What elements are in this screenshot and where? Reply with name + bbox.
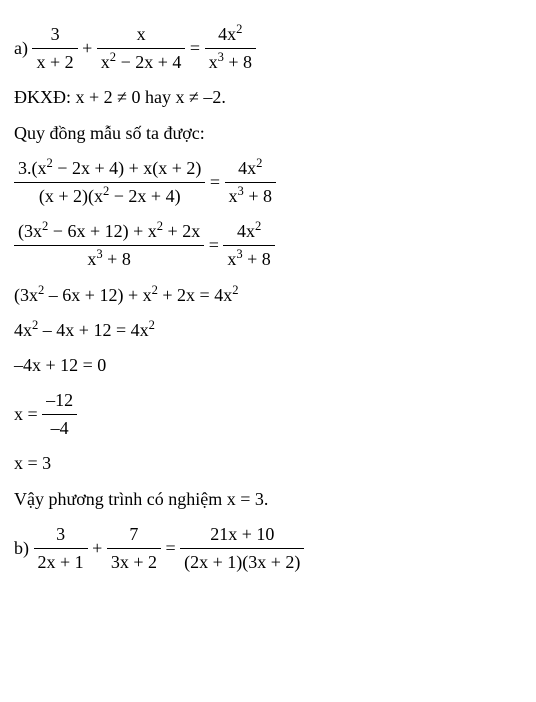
- frac-a-t1: 3 x + 2: [32, 22, 77, 75]
- step4-line: 4x2 – 4x + 12 = 4x2: [14, 318, 522, 343]
- num: 3: [32, 22, 77, 48]
- den: 2x + 1: [34, 548, 88, 575]
- step5-line: –4x + 12 = 0: [14, 353, 522, 378]
- eq-op: =: [209, 235, 224, 255]
- frac-b-t1: 3 2x + 1: [34, 522, 88, 575]
- part-b-equation: b) 3 2x + 1 + 7 3x + 2 = 21x + 10 (2x + …: [14, 522, 522, 575]
- eq-op: =: [210, 172, 225, 192]
- num: 3: [34, 522, 88, 548]
- frac-rhs: 4x2 x3 + 8: [225, 156, 276, 209]
- den: x2 − 2x + 4: [97, 48, 186, 75]
- condition-line: ĐKXĐ: x + 2 ≠ 0 hay x ≠ –2.: [14, 85, 522, 110]
- num: 7: [107, 522, 161, 548]
- label-a: a): [14, 38, 32, 58]
- step3-line: (3x2 – 6x + 12) + x2 + 2x = 4x2: [14, 283, 522, 308]
- den: (x + 2)(x2 − 2x + 4): [14, 182, 205, 209]
- num: 4x2: [223, 219, 274, 245]
- x-eq: x =: [14, 404, 42, 424]
- part-a-equation: a) 3 x + 2 + x x2 − 2x + 4 = 4x2 x3 + 8: [14, 22, 522, 75]
- den: x + 2: [32, 48, 77, 75]
- label-b: b): [14, 538, 34, 558]
- num: 4x2: [225, 156, 276, 182]
- den: –4: [42, 414, 77, 441]
- frac-rhs: 4x2 x3 + 8: [223, 219, 274, 272]
- den: 3x + 2: [107, 548, 161, 575]
- frac-b-rhs: 21x + 10 (2x + 1)(3x + 2): [180, 522, 304, 575]
- frac-step6: –12 –4: [42, 388, 77, 441]
- frac-b-t2: 7 3x + 2: [107, 522, 161, 575]
- frac-a-t2: x x2 − 2x + 4: [97, 22, 186, 75]
- frac-a-rhs: 4x2 x3 + 8: [205, 22, 256, 75]
- num: 4x2: [205, 22, 256, 48]
- eq-op: =: [190, 38, 205, 58]
- conclusion-line: Vậy phương trình có nghiệm x = 3.: [14, 487, 522, 512]
- num: 3.(x2 − 2x + 4) + x(x + 2): [14, 156, 205, 182]
- num: x: [97, 22, 186, 48]
- step6-equation: x = –12 –4: [14, 388, 522, 441]
- step2-equation: (3x2 − 6x + 12) + x2 + 2x x3 + 8 = 4x2 x…: [14, 219, 522, 272]
- num: 21x + 10: [180, 522, 304, 548]
- cond-label: ĐKXĐ:: [14, 87, 76, 107]
- step1-equation: 3.(x2 − 2x + 4) + x(x + 2) (x + 2)(x2 − …: [14, 156, 522, 209]
- den: x3 + 8: [223, 245, 274, 272]
- cond-text: x + 2 ≠ 0 hay x ≠ –2.: [76, 87, 226, 107]
- plus-op: +: [92, 538, 107, 558]
- num: (3x2 − 6x + 12) + x2 + 2x: [14, 219, 204, 245]
- num: –12: [42, 388, 77, 414]
- frac-lhs: 3.(x2 − 2x + 4) + x(x + 2) (x + 2)(x2 − …: [14, 156, 205, 209]
- frac-lhs: (3x2 − 6x + 12) + x2 + 2x x3 + 8: [14, 219, 204, 272]
- plus-op: +: [82, 38, 97, 58]
- quy-dong-line: Quy đồng mẫu số ta được:: [14, 121, 522, 146]
- den: x3 + 8: [205, 48, 256, 75]
- den: x3 + 8: [14, 245, 204, 272]
- den: (2x + 1)(3x + 2): [180, 548, 304, 575]
- eq-op: =: [165, 538, 180, 558]
- step7-line: x = 3: [14, 451, 522, 476]
- den: x3 + 8: [225, 182, 276, 209]
